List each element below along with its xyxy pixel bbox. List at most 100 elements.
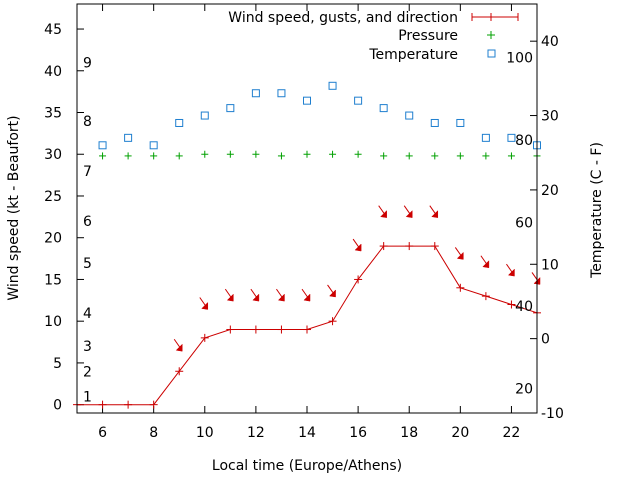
pressure-point — [354, 150, 362, 158]
fahrenheit-label: 60 — [515, 216, 533, 232]
y-right-tick-label: 0 — [541, 332, 550, 348]
temperature-point — [226, 104, 235, 113]
fahrenheit-label: 20 — [515, 381, 533, 397]
arrow-head — [201, 301, 209, 310]
beaufort-label: 2 — [83, 364, 92, 380]
legend-label-pressure: Pressure — [398, 28, 458, 44]
fahrenheit-label: 100 — [506, 51, 533, 67]
x-tick-label: 10 — [196, 425, 214, 441]
wind-direction-arrow — [250, 288, 260, 302]
wind-speed-point — [251, 325, 260, 334]
wind-direction-arrow — [352, 238, 362, 252]
wind-direction-arrow — [199, 297, 209, 310]
wind-speed-point — [98, 400, 107, 409]
pressure-point — [201, 150, 209, 158]
beaufort-label: 6 — [83, 214, 92, 230]
wind-speed-point — [200, 333, 209, 342]
x-tick-label: 18 — [400, 425, 418, 441]
wind-direction-arrow — [224, 288, 234, 302]
wind-direction-arrow — [429, 205, 439, 218]
y-left-tick-label: 35 — [44, 106, 62, 122]
x-tick-label: 12 — [247, 425, 265, 441]
fahrenheit-label: 80 — [515, 133, 533, 149]
arrow-head — [252, 293, 260, 302]
x-tick-label: 22 — [503, 425, 521, 441]
tick-labels-layer: 6 8 10 12 14 16 18 20 22051015202530354045-10010… — [44, 22, 564, 441]
pressure-point — [405, 152, 413, 160]
fahrenheit-label: 40 — [515, 299, 533, 315]
temperature-point — [328, 81, 337, 90]
y-right-tick-label: -10 — [541, 406, 564, 422]
arrow-head — [380, 210, 387, 218]
pressure-point — [456, 152, 464, 160]
wind-direction-arrow — [403, 205, 413, 218]
y-left-tick-label: 10 — [44, 314, 62, 330]
temperature-point — [405, 111, 414, 120]
beaufort-label: 4 — [83, 306, 92, 322]
wind-direction-arrow — [506, 263, 515, 277]
pressure-point — [226, 150, 234, 158]
x-tick-label: 16 — [349, 425, 367, 441]
pressure-point — [124, 152, 132, 160]
temperature-point — [98, 141, 107, 150]
temperature-point — [124, 133, 133, 142]
beaufort-label: 9 — [83, 55, 92, 71]
arrow-head — [431, 210, 439, 218]
arrow-head — [456, 251, 464, 260]
arrow-head — [482, 260, 490, 269]
y-left-tick-label: 25 — [44, 189, 62, 205]
beaufort-label: 1 — [83, 389, 92, 405]
wind-direction-arrow — [276, 288, 285, 302]
temperature-point — [481, 133, 490, 142]
plot-frame — [76, 3, 538, 414]
y-left-tick-label: 20 — [44, 231, 62, 247]
pressure-point — [99, 152, 107, 160]
pressure-point — [431, 152, 439, 160]
legend-swatch-pressure — [487, 31, 495, 39]
axis-ticks-layer — [77, 4, 537, 414]
y-left-tick-label: 40 — [44, 64, 62, 80]
legend-swatch-wind — [471, 13, 519, 21]
pressure-point — [482, 152, 490, 160]
beaufort-label: 7 — [83, 164, 92, 180]
wind-speed-point — [124, 400, 133, 409]
temperature-point — [277, 89, 286, 98]
wind-speed-point — [303, 325, 311, 334]
wind-direction-arrows — [173, 205, 541, 352]
y-left-tick-label: 5 — [53, 356, 62, 372]
arrow-head — [303, 293, 311, 302]
y-left-tick-label: 0 — [53, 398, 62, 414]
pressure-point — [303, 150, 311, 158]
wind-speed-point — [405, 242, 414, 251]
legend: Wind speed, gusts, and direction Pressur… — [228, 10, 519, 63]
pressure-point — [150, 152, 158, 160]
x-axis-label: Local time (Europe/Athens) — [212, 458, 402, 474]
y-left-tick-label: 30 — [44, 147, 62, 163]
wind-direction-arrow — [378, 205, 387, 218]
wind-direction-arrow — [480, 255, 490, 269]
temperature-point — [456, 118, 465, 127]
temperature-point — [379, 104, 388, 113]
y-right-tick-label: 10 — [541, 257, 559, 273]
wind-speed-point — [149, 400, 158, 409]
wind-speed-point — [456, 283, 465, 292]
temperature-point — [175, 118, 184, 127]
y-right-tick-label: 20 — [541, 183, 559, 199]
arrow-head — [354, 243, 362, 252]
wind-speed-point — [277, 325, 286, 334]
temperature-point — [200, 111, 209, 120]
arrow-head — [175, 343, 183, 352]
wind-direction-arrow — [327, 284, 336, 298]
arrow-head — [507, 268, 515, 277]
arrow-head — [329, 289, 336, 298]
y-left-tick-label: 45 — [44, 22, 62, 38]
wind-speed-point — [507, 300, 516, 309]
temperature-point — [354, 96, 363, 105]
temperature-point — [149, 141, 158, 150]
wind-direction-arrow — [454, 247, 464, 260]
legend-label-wind: Wind speed, gusts, and direction — [228, 10, 458, 26]
temperature-point — [430, 118, 439, 127]
y-axis-label-left: Wind speed (kt - Beaufort) — [6, 115, 22, 300]
